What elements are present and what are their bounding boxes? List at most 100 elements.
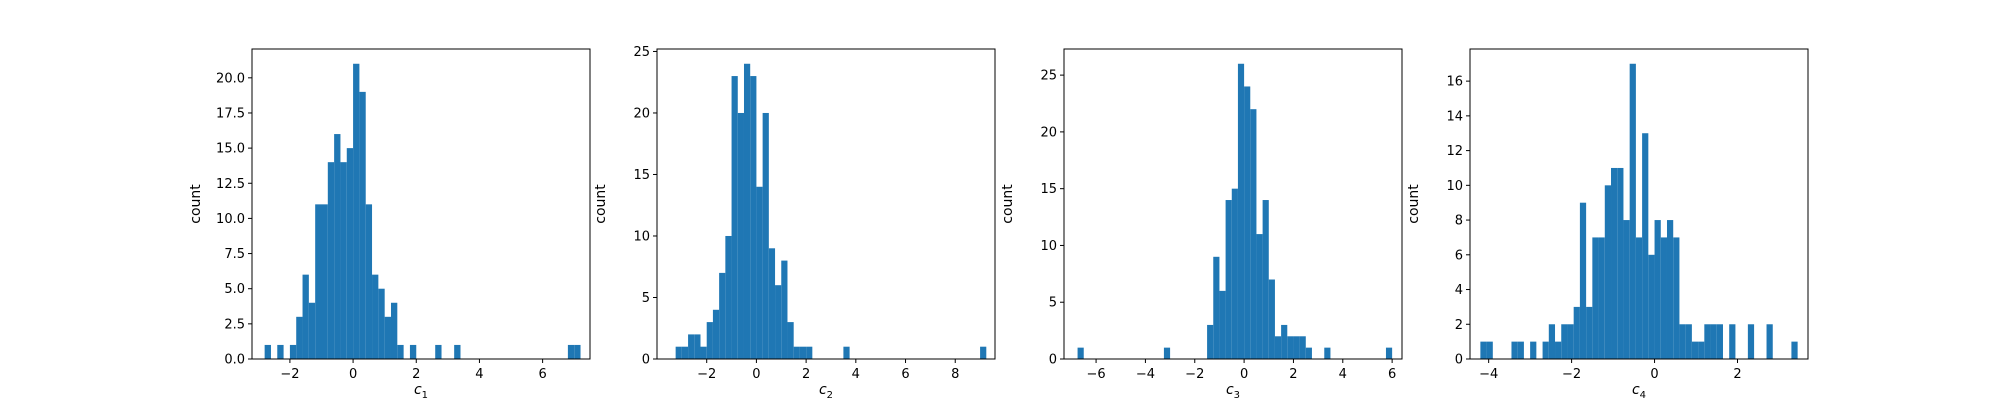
histogram-bar (694, 334, 701, 359)
histogram-bar (1486, 341, 1493, 359)
y-tick-label: 2 (1455, 318, 1463, 333)
histogram-bar (277, 344, 284, 359)
histogram-bar (1623, 220, 1630, 359)
histogram-bar (719, 272, 726, 359)
y-tick-label: 5 (1049, 296, 1057, 311)
histogram-bar (768, 248, 776, 359)
histogram-bar (1573, 306, 1580, 359)
bars-c2 (675, 63, 987, 359)
histogram-bar (1685, 324, 1692, 359)
y-tick-label: 4 (1455, 283, 1463, 298)
histogram-bar (1592, 237, 1599, 359)
histogram-bar (675, 346, 682, 359)
bars-c4 (1480, 63, 1798, 359)
y-axis-label-c3: count (1000, 184, 1016, 224)
y-tick-label: 0 (642, 353, 650, 368)
y-tick-label: 14 (1446, 109, 1463, 124)
y-tick-label: 20 (1040, 125, 1057, 140)
histogram-bar (1642, 133, 1649, 359)
histogram-bar (1268, 279, 1275, 359)
histogram-bar (321, 204, 328, 359)
x-tick-label: 2 (412, 367, 420, 382)
y-axis-label-c4: count (1406, 184, 1422, 224)
y-ticks-c4: 0 2 4 6 8 10 12 14 16 (1446, 75, 1470, 368)
histogram-bar (725, 235, 732, 359)
y-tick-label: 10.0 (216, 212, 245, 227)
x-axis-label-c2: c2 (819, 382, 833, 400)
histogram-bar (1225, 200, 1232, 359)
x-tick-label: −2 (697, 367, 716, 382)
histogram-bar (1579, 202, 1587, 359)
histogram-bar (1287, 336, 1294, 359)
axes-frame-c1 (251, 48, 591, 360)
histogram-bar (1611, 167, 1618, 359)
histogram-bar (353, 63, 360, 359)
histogram-bar (1256, 234, 1263, 359)
histogram-bar (799, 346, 807, 359)
histogram-bar (359, 91, 366, 359)
histogram-bar (1305, 347, 1312, 359)
x-tick-label: −2 (1562, 367, 1581, 382)
x-ticks-c3: −6 −4 −2 0 2 4 6 (1086, 359, 1396, 382)
y-tick-label: 5 (642, 291, 650, 306)
histogram-bar (1747, 324, 1755, 359)
histogram-bar (1163, 347, 1171, 359)
histogram-bar (1244, 86, 1251, 359)
y-tick-label: 12 (1446, 144, 1463, 159)
histogram-bar (706, 322, 713, 359)
y-tick-label: 2.5 (224, 317, 245, 332)
x-tick-label: 8 (951, 367, 959, 382)
histogram-bar (372, 274, 379, 359)
histogram-bar (1299, 336, 1306, 359)
x-tick-label: 4 (852, 367, 860, 382)
histogram-bar (1673, 237, 1680, 359)
histogram-bar (1679, 324, 1686, 359)
histogram-bar (1385, 347, 1393, 359)
histogram-bar (1213, 256, 1220, 359)
y-tick-label: 12.5 (216, 177, 245, 192)
histogram-bar (1530, 341, 1537, 359)
histogram-bar (1691, 341, 1699, 359)
histogram-bar (1586, 306, 1593, 359)
x-tick-label: 6 (538, 367, 546, 382)
y-ticks-c2: 0 5 10 15 20 25 (633, 45, 657, 368)
x-tick-label: 6 (901, 367, 909, 382)
y-ticks-c1: 0.0 2.5 5.0 7.5 10.0 12.5 15.0 17.5 20.0 (216, 71, 252, 368)
y-tick-label: 0 (1049, 353, 1057, 368)
histogram-bar (1710, 324, 1717, 359)
x-tick-label: −6 (1086, 367, 1105, 382)
y-tick-label: 15 (1040, 182, 1057, 197)
x-tick-label: −4 (1136, 367, 1155, 382)
histogram-bar (1598, 237, 1605, 359)
x-ticks-c1: −2 0 2 4 6 (280, 359, 547, 382)
histogram-bar (296, 316, 303, 359)
axes-frame-c4 (1469, 48, 1809, 360)
histogram-bar (781, 260, 788, 359)
histogram-bar (289, 344, 297, 359)
histogram-bar (1219, 290, 1226, 359)
histogram-bar (1654, 220, 1661, 359)
x-axis-label-main: c (819, 382, 827, 398)
histogram-bar (1567, 324, 1574, 359)
bars-c3 (1077, 63, 1393, 360)
histogram-bar (980, 346, 987, 359)
histogram-bar (1517, 341, 1524, 359)
histogram-bar (378, 288, 385, 359)
y-tick-label: 7.5 (224, 247, 245, 262)
x-tick-label: 0 (752, 367, 760, 382)
y-tick-label: 15 (633, 168, 650, 183)
histogram-bar (1666, 220, 1674, 359)
histogram-bar (806, 346, 813, 359)
histogram-bar (308, 302, 316, 359)
histogram-bar (1698, 341, 1705, 359)
histogram-bar (762, 112, 769, 359)
histogram-bar (1262, 200, 1269, 359)
histogram-bar (750, 76, 757, 359)
x-tick-label: 6 (1388, 367, 1396, 382)
x-axis-label-main: c (414, 382, 422, 398)
histogram-bar (1791, 341, 1798, 359)
histogram-bar (681, 346, 689, 359)
x-tick-label: 0 (349, 367, 357, 382)
histogram-bar (743, 63, 751, 359)
x-axis-label-c3: c3 (1226, 382, 1240, 400)
